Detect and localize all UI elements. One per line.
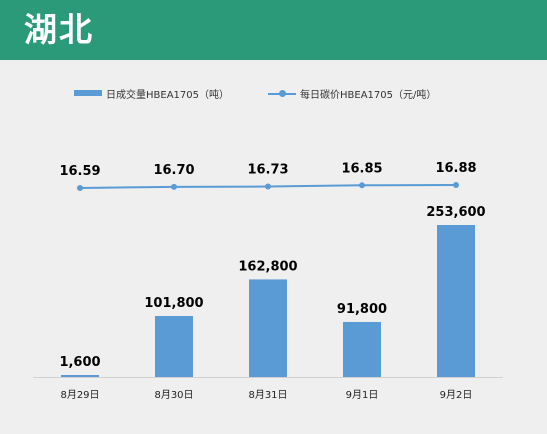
- bar-value-label-1: 1,600: [59, 355, 100, 370]
- x-tick-label-1: 8月29日: [60, 389, 99, 401]
- bar-3: [249, 279, 287, 377]
- bar-value-label-5: 253,600: [426, 205, 485, 220]
- legend-label-volume: 日成交量HBEA1705（吨）: [106, 90, 229, 101]
- page-title: 湖北: [24, 10, 94, 49]
- legend-bar-swatch: [74, 90, 102, 96]
- price-value-label-2: 16.70: [153, 163, 194, 178]
- price-point-1: [77, 185, 83, 191]
- bar-1: [61, 375, 99, 377]
- x-tick-label-4: 9月1日: [346, 389, 379, 401]
- bar-value-label-4: 91,800: [337, 302, 387, 317]
- price-value-label-3: 16.73: [247, 163, 288, 178]
- legend-dot-swatch: [279, 90, 286, 97]
- price-point-2: [171, 183, 177, 190]
- bar-5: [437, 225, 475, 377]
- bar-value-label-2: 101,800: [144, 296, 203, 311]
- legend-label-price: 每日碳价HBEA1705（元/吨）: [300, 90, 437, 101]
- bar-value-label-3: 162,800: [238, 259, 297, 274]
- x-tick-label-2: 8月30日: [154, 389, 193, 401]
- price-point-4: [359, 182, 365, 189]
- x-tick-label-3: 8月31日: [248, 389, 287, 401]
- price-value-label-4: 16.85: [341, 161, 382, 176]
- price-value-label-1: 16.59: [59, 164, 100, 179]
- price-point-3: [265, 183, 271, 190]
- price-value-label-5: 16.88: [435, 161, 476, 176]
- bar-2: [155, 315, 193, 377]
- chart-legend: 日成交量HBEA1705（吨） 每日碳价HBEA1705（元/吨）: [0, 84, 547, 104]
- bar-4: [343, 321, 381, 377]
- header-bar: 湖北: [0, 0, 547, 60]
- price-point-5: [453, 182, 459, 188]
- x-tick-label-5: 9月2日: [440, 389, 473, 401]
